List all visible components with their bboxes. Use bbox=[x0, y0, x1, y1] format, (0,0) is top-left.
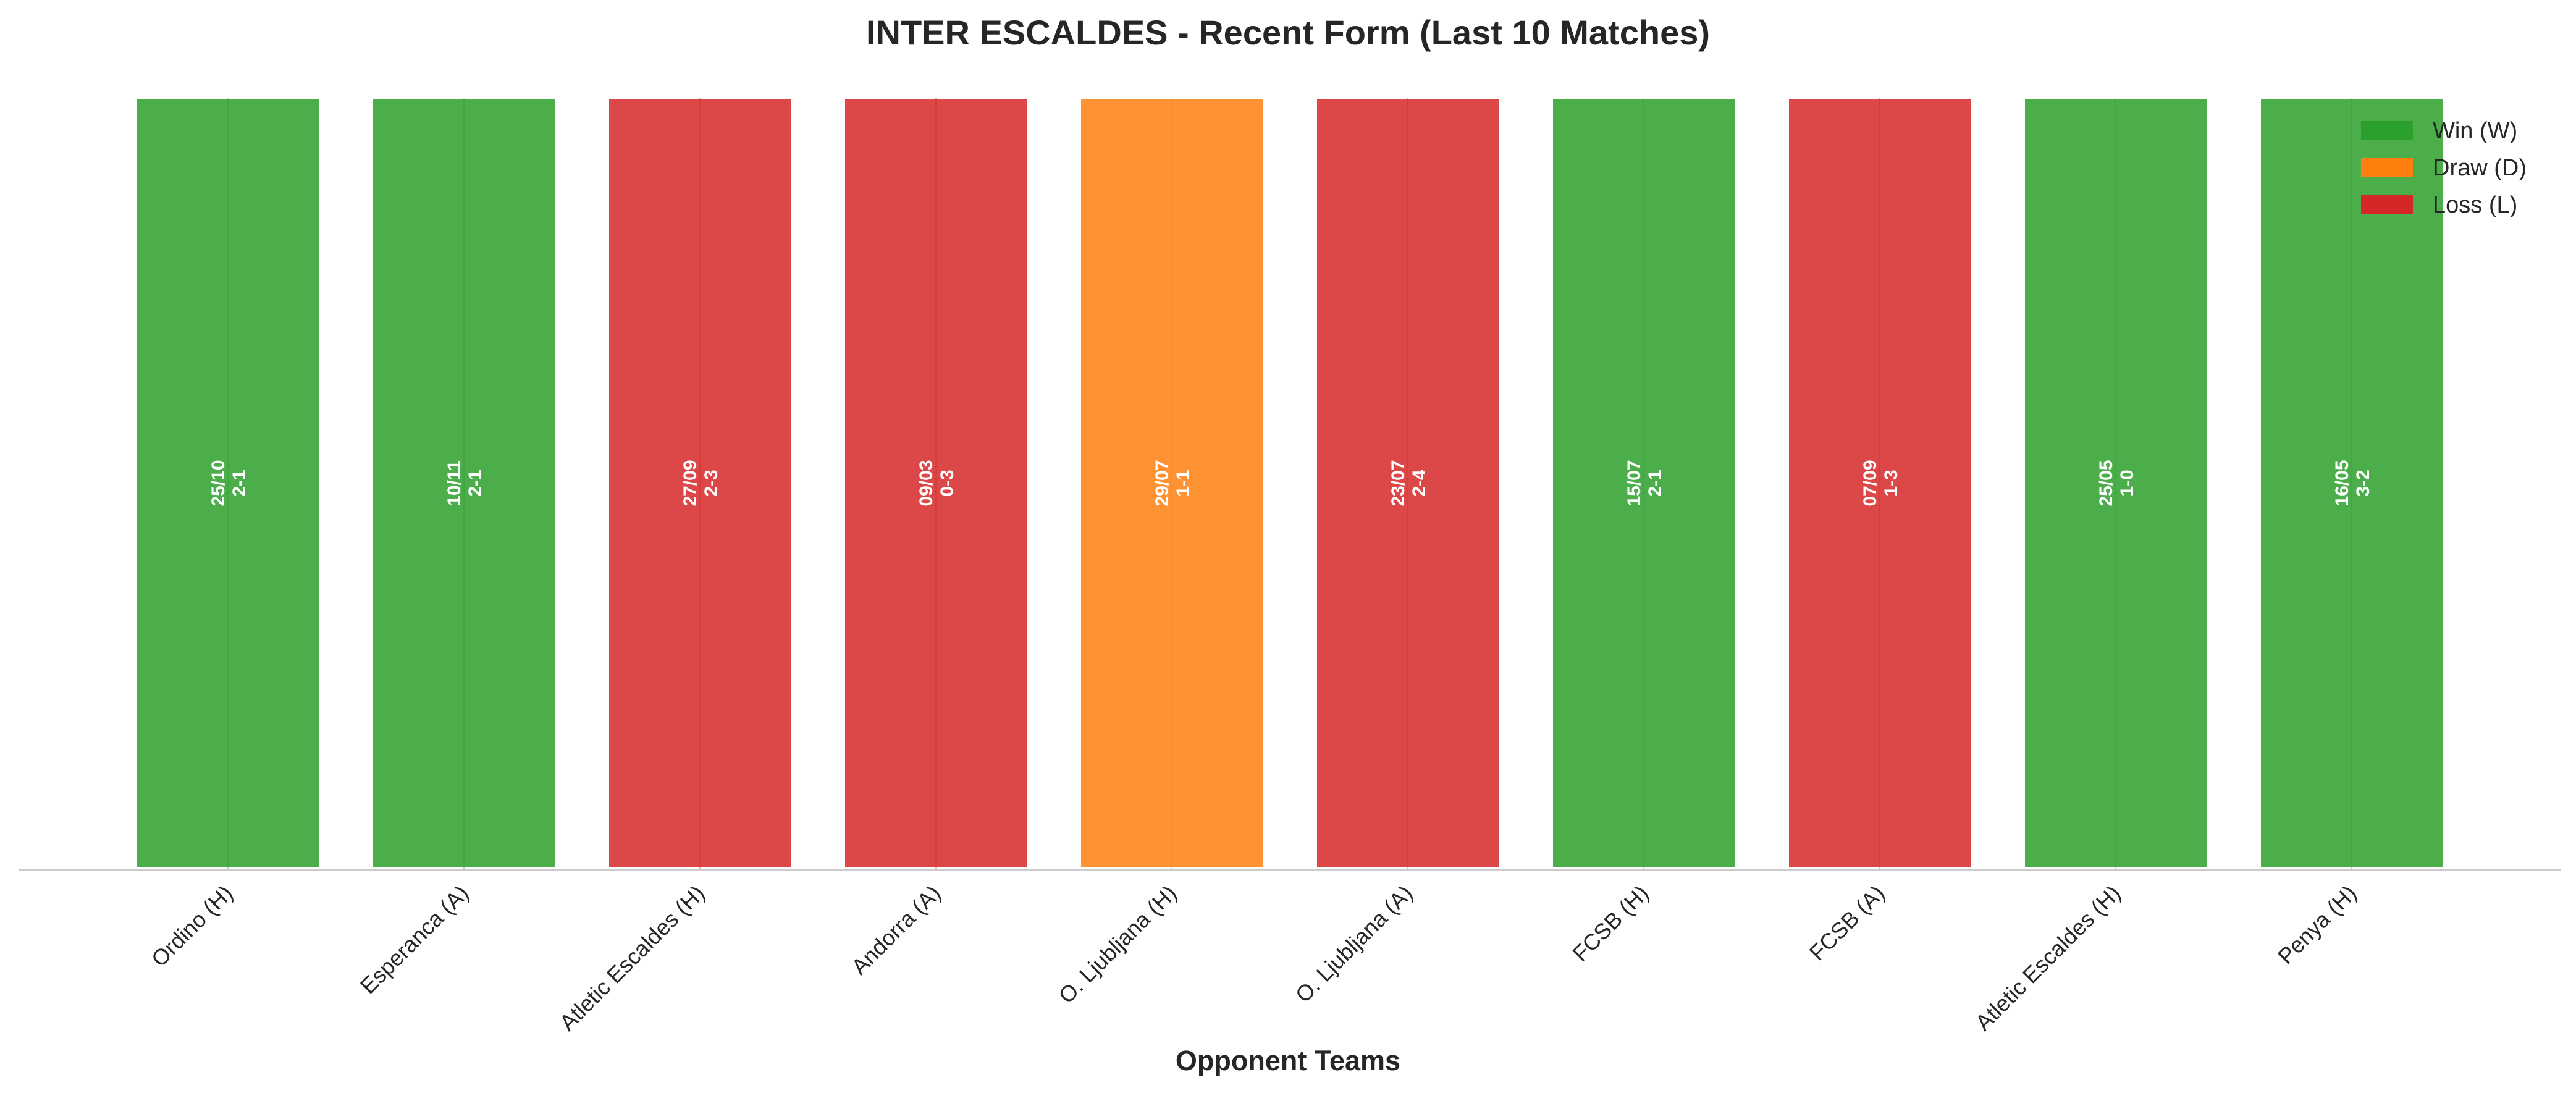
x-tick-label: O. Ljubljana (A) bbox=[1290, 880, 1418, 1008]
bar bbox=[2022, 96, 2209, 870]
bar bbox=[843, 96, 1029, 870]
legend-label: Draw (D) bbox=[2433, 155, 2527, 181]
x-tick-label: FCSB (A) bbox=[1804, 880, 1890, 966]
bar-label: 23/072-4 bbox=[1388, 460, 1429, 506]
bar-label-date: 09/03 bbox=[916, 460, 937, 506]
bar-label-score: 1-3 bbox=[1881, 470, 1901, 496]
legend-swatch bbox=[2361, 158, 2413, 177]
bar-label: 25/051-0 bbox=[2096, 460, 2137, 506]
bar-label: 15/072-1 bbox=[1624, 460, 1665, 506]
bar-label: 09/030-3 bbox=[916, 460, 958, 506]
bar-label: 07/091-3 bbox=[1860, 460, 1901, 506]
x-tick-label: O. Ljubljana (H) bbox=[1053, 880, 1181, 1008]
bar bbox=[1787, 96, 1973, 870]
bar-label-date: 07/09 bbox=[1860, 460, 1880, 506]
legend: Win (W) Draw (D) Loss (L) bbox=[2361, 118, 2527, 218]
bar-label-score: 2-1 bbox=[1645, 470, 1665, 496]
legend-label: Loss (L) bbox=[2433, 192, 2517, 218]
legend-swatch bbox=[2361, 195, 2413, 214]
x-tick-label: Ordino (H) bbox=[146, 880, 238, 972]
bar-label-date: 25/05 bbox=[2096, 460, 2116, 506]
bar-label-score: 2-1 bbox=[229, 470, 250, 496]
bar-label-score: 1-1 bbox=[1173, 470, 1193, 496]
bar-label: 25/102-1 bbox=[208, 460, 250, 506]
bar bbox=[135, 96, 321, 870]
bar-label-date: 16/05 bbox=[2332, 460, 2352, 506]
bars-layer: 25/102-1 10/112-1 27/092-3 09/030-3 29/071-1… bbox=[135, 96, 2445, 870]
x-axis-label: Opponent Teams bbox=[1176, 1045, 1400, 1076]
bar-label-score: 1-0 bbox=[2117, 470, 2137, 496]
bar-label-score: 3-2 bbox=[2353, 470, 2373, 496]
bar-label: 29/071-1 bbox=[1152, 460, 1193, 506]
bar-label-date: 29/07 bbox=[1152, 460, 1172, 506]
x-tick-label: Esperanca (A) bbox=[355, 880, 474, 999]
x-tick-label: Andorra (A) bbox=[846, 880, 946, 980]
bar-label-date: 10/11 bbox=[444, 460, 465, 505]
x-tick-label: FCSB (H) bbox=[1567, 880, 1653, 966]
bar-label: 10/112-1 bbox=[444, 460, 486, 505]
bar bbox=[1551, 96, 1737, 870]
bar-label-date: 25/10 bbox=[208, 460, 229, 506]
bar bbox=[1315, 96, 1501, 870]
bar bbox=[607, 96, 793, 870]
bar-label-score: 2-1 bbox=[465, 470, 486, 496]
bar bbox=[2258, 96, 2445, 870]
bar-label-date: 15/07 bbox=[1624, 460, 1644, 506]
x-tick-label: Penya (H) bbox=[2273, 880, 2362, 969]
bar-label-score: 2-3 bbox=[701, 470, 722, 496]
bar-label: 27/092-3 bbox=[680, 460, 722, 506]
legend-swatch bbox=[2361, 121, 2413, 140]
x-tick-labels: Ordino (H) Esperanca (A) Atletic Escaldes … bbox=[146, 880, 2362, 1036]
x-tick-label: Atletic Escaldes (H) bbox=[555, 880, 710, 1036]
bar-label-date: 27/09 bbox=[680, 460, 701, 506]
bar bbox=[371, 96, 557, 870]
bar-label-score: 2-4 bbox=[1409, 470, 1429, 497]
legend-label: Win (W) bbox=[2433, 118, 2517, 144]
bar-label-date: 23/07 bbox=[1388, 460, 1408, 506]
bar-label: 16/053-2 bbox=[2332, 460, 2373, 506]
chart-title: INTER ESCALDES - Recent Form (Last 10 Ma… bbox=[866, 13, 1710, 52]
bar bbox=[1079, 96, 1265, 870]
x-tick-label: Atletic Escaldes (H) bbox=[1971, 880, 2126, 1036]
bar-label-score: 0-3 bbox=[937, 470, 958, 496]
